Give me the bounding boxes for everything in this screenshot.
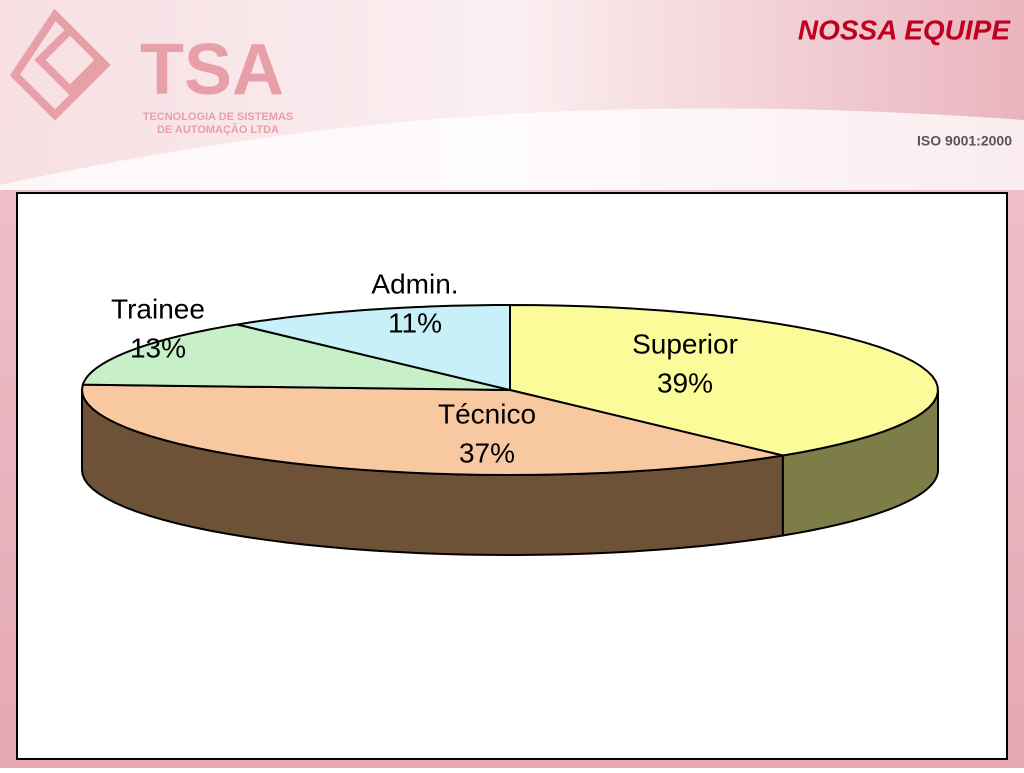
slice: [81, 323, 511, 391]
slice-label: Admin.: [371, 268, 458, 299]
slice-value-label: 11%: [388, 307, 442, 338]
slice: [80, 383, 784, 476]
slice-value-label: 37%: [459, 437, 515, 468]
slice-value-label: 39%: [657, 367, 713, 398]
company-line: DE AUTOMAÇÃO LTDA: [157, 123, 279, 136]
logo-mark: [9, 8, 111, 121]
slide-title: NOSSA EQUIPE: [798, 14, 1011, 45]
slice-label: Técnico: [438, 398, 536, 429]
certification: ISO 9001:2000: [917, 133, 1012, 149]
slice: [509, 303, 939, 457]
logo-text: TSA: [140, 30, 284, 110]
slice-label: Superior: [632, 328, 738, 359]
slice-value-label: 13%: [130, 332, 186, 363]
header-wave: [0, 108, 1024, 190]
slice: [236, 303, 511, 392]
pie-chart: Superior 39% Técnico 37% Trainee 13% Admin. 11%: [80, 268, 939, 556]
slice-label: Trainee: [111, 293, 205, 324]
company-line: TECNOLOGIA DE SISTEMAS: [143, 111, 294, 123]
